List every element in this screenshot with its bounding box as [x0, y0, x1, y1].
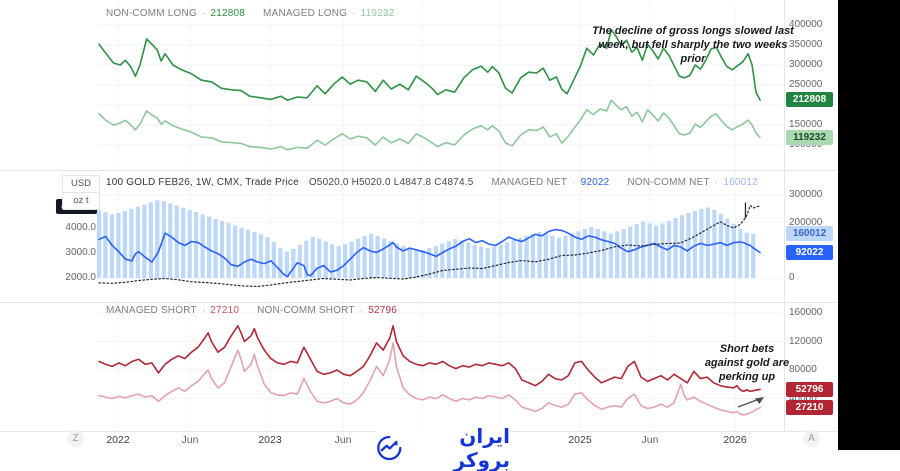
axis-tick-label: 300000	[789, 189, 823, 200]
symbol-title[interactable]: 100 GOLD FEB26, 1W, CMX, Trade Price	[106, 177, 299, 188]
legend-separator: ·	[714, 177, 719, 188]
unit-selector[interactable]: USD oz t	[62, 175, 100, 210]
ohlc-values: O5020.0 H5020.0 L4847.8 C4874.5	[308, 177, 474, 188]
legend-shorts[interactable]: MANAGED SHORT · 27210 NON-COMM SHORT · 5…	[106, 305, 397, 316]
last-value-badge: 92022	[786, 245, 833, 261]
unit-currency[interactable]: USD	[70, 178, 92, 189]
time-axis-label: Jun	[334, 434, 352, 446]
axis-tick-label: 150000	[789, 119, 823, 130]
legend-label: MANAGED SHORT	[106, 305, 197, 316]
timezone-button[interactable]: Z	[67, 430, 84, 447]
last-value-badge: 160012	[786, 226, 833, 242]
legend-value: 27210	[210, 305, 240, 316]
time-axis-label: Jun	[641, 434, 659, 446]
axis-tick-label: 350000	[789, 39, 823, 50]
axis-tick-label: 4000.0	[65, 222, 96, 233]
panel-separator[interactable]	[0, 302, 841, 303]
time-axis-label: 2022	[106, 434, 130, 446]
time-axis-label: 2025	[568, 434, 592, 446]
axis-tick-label: 0	[789, 272, 795, 283]
axis-tick-label: 300000	[789, 59, 823, 70]
last-value-badge: 212808	[786, 92, 833, 108]
annotation-longs: The decline of gross longs slowed last w…	[592, 25, 794, 65]
legend-label: NON-COMM NET	[627, 177, 710, 188]
legend-label: MANAGED LONG	[263, 8, 348, 19]
legend-value: 92022	[580, 177, 610, 188]
time-axis-label: 2026	[723, 434, 747, 446]
legend-separator: ·	[201, 8, 206, 19]
annotation-shorts: Short bets against gold are perking up	[704, 343, 790, 383]
column-series-noncomm_net	[97, 200, 756, 278]
unit-weight[interactable]: oz t	[63, 192, 99, 209]
watermark-logo-icon	[377, 435, 402, 461]
legend-value: 52796	[368, 305, 398, 316]
legend-separator: ·	[352, 8, 356, 19]
axis-tick-label: 400000	[789, 19, 823, 30]
line-series-noncomm_short	[98, 324, 761, 393]
last-value-badge: 119232	[786, 129, 833, 145]
axis-tick-label: 40000	[789, 392, 817, 404]
legend-value: 119232	[360, 8, 395, 19]
axis-tick-label: 80000	[789, 364, 817, 375]
line-series-managed_short	[98, 342, 761, 416]
axis-tick-label: 3000.0	[65, 247, 96, 258]
legend-longs[interactable]: NON-COMM LONG · 212808 MANAGED LONG · 11…	[106, 8, 395, 19]
last-value-badge: 52796	[786, 381, 833, 397]
time-axis-label: 2023	[258, 434, 282, 446]
line-series-price	[98, 204, 761, 288]
axis-tick-label: 160000	[789, 307, 823, 318]
last-value-badge: 27210	[786, 400, 833, 416]
legend-label: NON-COMM LONG	[106, 8, 197, 19]
auto-scale-button[interactable]: A	[803, 430, 820, 447]
time-axis-label: Jun	[181, 434, 199, 446]
annotation-arrowhead	[755, 397, 764, 404]
legend-net[interactable]: 100 GOLD FEB26, 1W, CMX, Trade Price O50…	[106, 177, 758, 188]
legend-value: 212808	[210, 8, 246, 19]
iranbroker-watermark: ایران بروکر	[376, 424, 510, 471]
axis-tick-label: 2000.0	[65, 272, 96, 283]
black-side-panel	[838, 0, 900, 450]
axis-tick-label: 120000	[789, 335, 823, 347]
legend-label: MANAGED NET	[491, 177, 568, 188]
axis-tick-label: 200000	[789, 216, 823, 228]
panel-separator[interactable]	[0, 170, 841, 171]
legend-value: 160012	[723, 177, 758, 188]
axis-tick-label: 250000	[789, 79, 823, 90]
line-series-noncomm_long	[98, 28, 761, 101]
right-axis-border	[784, 0, 785, 431]
legend-label: NON-COMM SHORT	[257, 305, 355, 316]
legend-separator: ·	[572, 177, 576, 188]
line-series-managed_long	[98, 99, 761, 151]
watermark-text: ایران بروکر	[453, 424, 510, 471]
legend-separator: ·	[201, 305, 206, 316]
legend-separator: ·	[359, 305, 364, 316]
